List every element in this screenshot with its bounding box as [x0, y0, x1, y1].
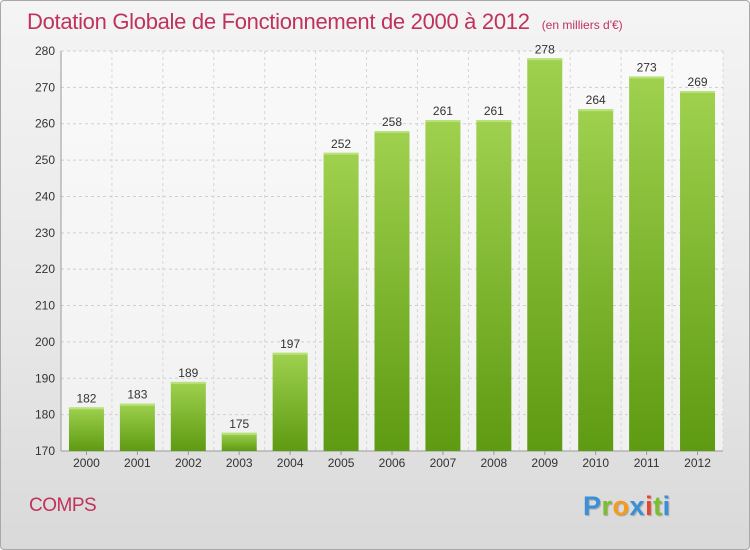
- bar-value-label: 261: [484, 104, 504, 118]
- bar-highlight: [527, 58, 563, 61]
- bar-highlight: [272, 352, 308, 355]
- x-tick-label: 2010: [582, 456, 609, 470]
- bar-value-label: 261: [433, 104, 453, 118]
- bar-value-label: 264: [586, 93, 606, 107]
- bar-2012: [680, 91, 716, 451]
- x-tick-label: 2009: [531, 456, 558, 470]
- bar-value-label: 175: [229, 417, 249, 431]
- proxiti-logo: Proxiti: [583, 491, 671, 522]
- logo-letter: o: [612, 491, 630, 521]
- bar-2005: [323, 152, 359, 451]
- bar-highlight: [68, 407, 104, 410]
- logo-letter: i: [645, 491, 654, 521]
- bar-layer: [68, 58, 716, 452]
- bar-value-label: 189: [178, 366, 198, 380]
- y-tick-label: 240: [35, 189, 55, 203]
- bar-highlight: [578, 109, 614, 112]
- bar-value-label: 269: [688, 75, 708, 89]
- bar-highlight: [119, 403, 155, 406]
- bar-highlight: [476, 120, 512, 123]
- logo-letter: r: [601, 491, 613, 521]
- chart-title-text: Dotation Globale de Fonctionnement de 20…: [27, 9, 530, 34]
- bar-value-label: 278: [535, 42, 555, 56]
- bar-value-label: 182: [76, 391, 96, 405]
- bar-2010: [578, 109, 614, 451]
- bar-2000: [68, 407, 104, 451]
- y-tick-label: 180: [35, 408, 55, 422]
- bar-2009: [527, 58, 563, 451]
- bar-value-label: 183: [127, 388, 147, 402]
- bar-2011: [629, 76, 665, 452]
- bar-highlight: [629, 76, 665, 79]
- y-tick-label: 210: [35, 299, 55, 313]
- x-tick-label: 2003: [226, 456, 253, 470]
- y-tick-label: 220: [35, 262, 55, 276]
- logo-letter: x: [629, 491, 646, 521]
- y-tick-label: 170: [35, 444, 55, 458]
- x-tick-label: 2012: [684, 456, 711, 470]
- bar-value-label: 252: [331, 137, 351, 151]
- x-tick-label: 2001: [124, 456, 151, 470]
- logo-letter: i: [662, 491, 671, 521]
- x-tick-label: 2008: [480, 456, 507, 470]
- chart-unit: (en milliers d'€): [541, 18, 623, 32]
- x-tick-label: 2007: [430, 456, 457, 470]
- bar-highlight: [374, 131, 410, 133]
- label-layer: 182 2000 183 2001 189 2002 175 2003 197 2004 252 20…: [73, 42, 711, 470]
- y-tick-label: 200: [35, 335, 55, 349]
- bar-value-label: 197: [280, 337, 300, 351]
- x-tick-label: 2011: [634, 456, 660, 470]
- bar-2002: [170, 381, 206, 451]
- bar-2008: [476, 120, 512, 451]
- bar-2007: [425, 120, 461, 451]
- commune-name: COMPS: [29, 495, 97, 516]
- y-tick-label: 230: [35, 226, 55, 240]
- chart-title: Dotation Globale de Fonctionnement de 20…: [27, 9, 623, 35]
- y-tick-label: 190: [35, 371, 55, 385]
- bar-2004: [272, 352, 308, 451]
- logo-letter: P: [583, 491, 602, 521]
- bar-highlight: [323, 152, 359, 155]
- x-tick-label: 2006: [379, 456, 406, 470]
- bar-2003: [221, 432, 257, 451]
- y-tick-label: 260: [35, 117, 55, 131]
- bar-highlight: [680, 91, 716, 93]
- x-tick-label: 2004: [277, 456, 304, 470]
- bar-value-label: 273: [637, 60, 657, 74]
- y-tick-label: 250: [35, 153, 55, 167]
- bar-highlight: [170, 381, 206, 384]
- y-tick-label: 280: [35, 44, 55, 58]
- bar-value-label: 258: [382, 115, 402, 129]
- bar-2001: [119, 403, 155, 451]
- logo-letter: t: [653, 491, 663, 521]
- bar-highlight: [425, 120, 461, 123]
- x-tick-label: 2000: [73, 456, 100, 470]
- x-tick-label: 2002: [175, 456, 202, 470]
- x-tick-label: 2005: [328, 456, 355, 470]
- bar-2006: [374, 131, 410, 451]
- y-tick-label: 270: [35, 80, 55, 94]
- bar-highlight: [221, 432, 257, 435]
